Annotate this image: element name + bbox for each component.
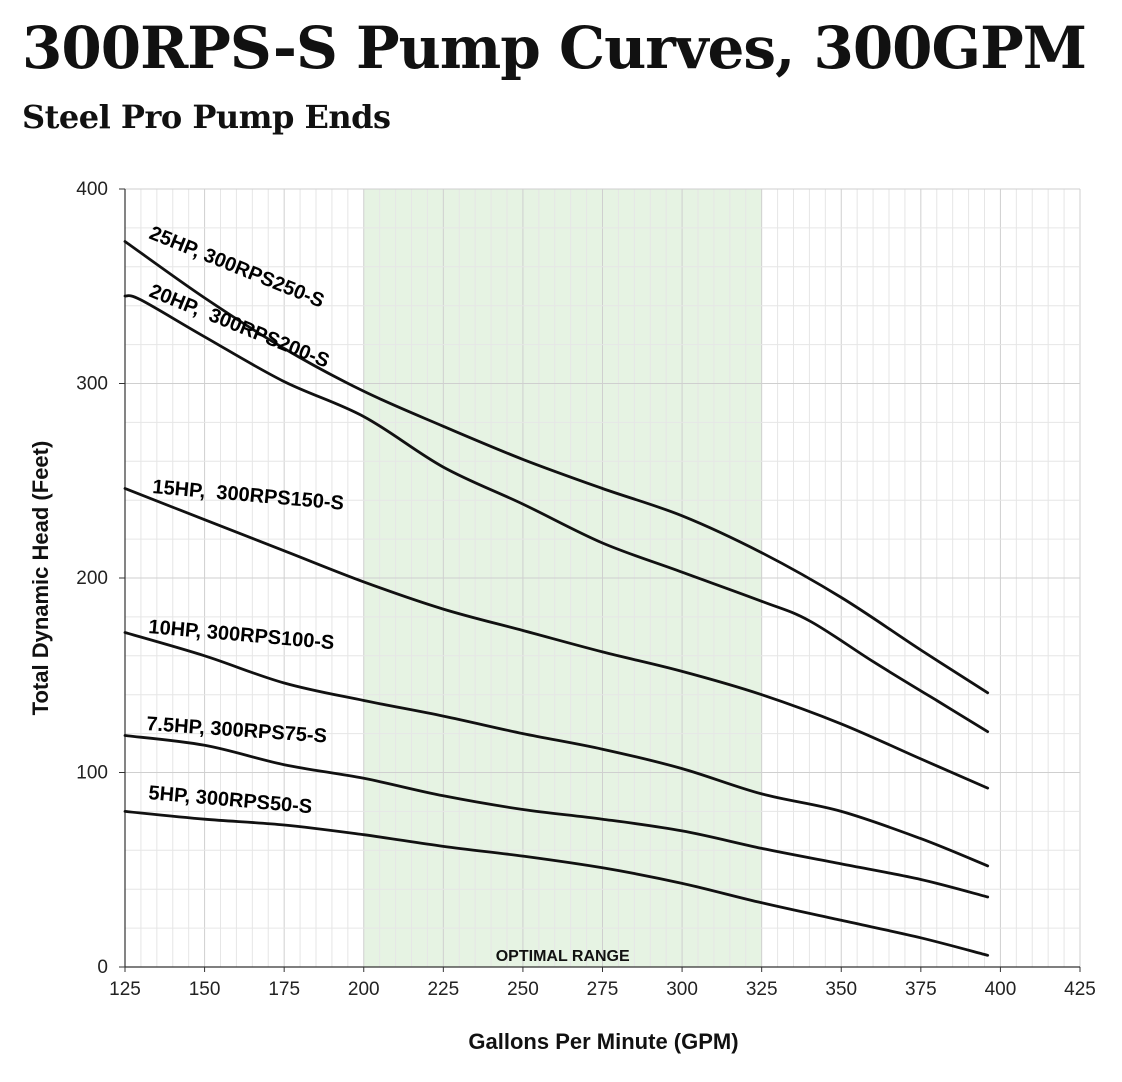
- series-line-6: [123, 810, 990, 957]
- y-axis-title: Total Dynamic Head (Feet): [28, 441, 53, 716]
- optimal-range-label: OPTIMAL RANGE: [496, 948, 630, 965]
- x-tick-label: 375: [905, 979, 937, 1000]
- y-tick-label: 0: [97, 957, 108, 978]
- x-tick-label: 225: [427, 979, 459, 1000]
- page-title: 300RPS-S Pump Curves, 300GPM: [22, 14, 1087, 82]
- x-tick-label: 125: [109, 979, 141, 1000]
- x-axis-title: Gallons Per Minute (GPM): [468, 1029, 738, 1054]
- series-line-5: [123, 734, 990, 899]
- series-line-1: [123, 240, 990, 695]
- x-tick-label: 325: [746, 979, 778, 1000]
- page-subtitle: Steel Pro Pump Ends: [22, 98, 391, 136]
- x-tick-label: 150: [189, 979, 221, 1000]
- series-line-2: [123, 294, 990, 734]
- y-tick-label: 400: [76, 179, 108, 200]
- y-tick-label: 300: [76, 374, 108, 395]
- y-tick-label: 200: [76, 568, 108, 589]
- x-tick-label: 175: [268, 979, 300, 1000]
- series-line-4: [123, 631, 990, 868]
- x-tick-label: 300: [666, 979, 698, 1000]
- x-tick-label: 200: [348, 979, 380, 1000]
- x-tick-label: 250: [507, 979, 539, 1000]
- x-tick-label: 275: [587, 979, 619, 1000]
- y-tick-label: 100: [76, 763, 108, 784]
- x-tick-label: 425: [1064, 979, 1096, 1000]
- x-tick-label: 350: [825, 979, 857, 1000]
- series-line-3: [123, 487, 990, 790]
- x-tick-label: 400: [985, 979, 1017, 1000]
